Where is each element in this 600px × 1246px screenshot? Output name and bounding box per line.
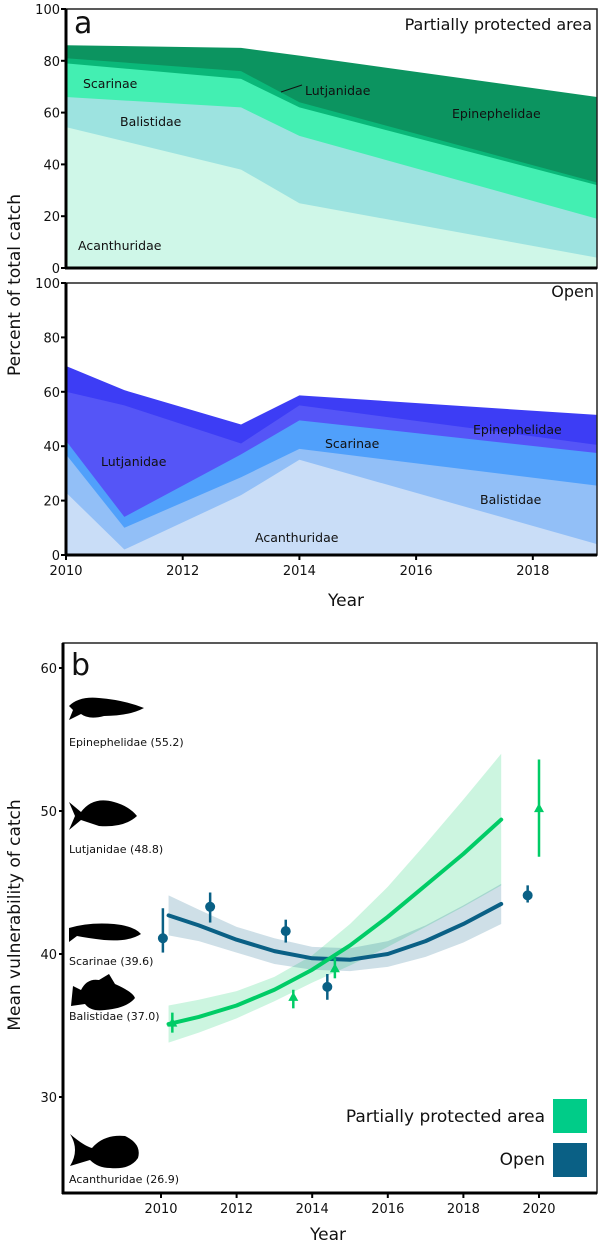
- panel-a-x-axis-label: Year: [327, 591, 364, 611]
- area-label-epinephelidae: Epinephelidae: [473, 422, 562, 437]
- data-point-open: [157, 933, 168, 944]
- x-tick-label: 2014: [296, 1202, 329, 1217]
- legend-swatch-open: [553, 1143, 587, 1177]
- fish-silhouette-icon-lutjanidae: [69, 800, 137, 830]
- fish-label-scarinae: Scarinae (39.6): [69, 955, 153, 968]
- fish-label-lutjanidae: Lutjanidae (48.8): [69, 843, 163, 856]
- x-tick-label: 2018: [516, 564, 549, 579]
- x-tick-label: 2020: [522, 1202, 555, 1217]
- fit-line-protected: [166, 817, 504, 1027]
- x-tick-label: 2012: [220, 1202, 253, 1217]
- y-tick-label: 60: [43, 386, 60, 401]
- area-label-acanthuridae: Acanthuridae: [255, 530, 339, 545]
- panel-b: b 30 40 50 60 2010 2012 2014 2016 2018 2020 Epineph…: [40, 642, 598, 1217]
- lutjanidae-leader-line: [280, 84, 303, 93]
- fish-silhouette-icon-scarinae: [69, 923, 141, 942]
- area-label-balistidae: Balistidae: [480, 492, 542, 507]
- y-tick-label: 0: [52, 262, 60, 277]
- panel-a-open: 0 20 40 60 80 100 2010 2012 2014 2016 2018 Lutjanid…: [35, 277, 598, 579]
- y-tick-label: 80: [43, 55, 60, 70]
- area-label-scarinae: Scarinae: [83, 76, 138, 91]
- y-tick-label: 50: [40, 805, 57, 820]
- area-acanthuridae: [66, 127, 597, 268]
- panel-a-y-axis-label: Percent of total catch: [5, 194, 25, 376]
- y-tick-label: 30: [40, 1091, 57, 1106]
- legend-label-open: Open: [500, 1150, 545, 1170]
- x-tick-label: 2010: [144, 1202, 177, 1217]
- x-tick-label: 2014: [283, 564, 316, 579]
- panel-b-y-axis-label: Mean vulnerability of catch: [5, 799, 25, 1030]
- area-label-acanthuridae: Acanthuridae: [78, 238, 162, 253]
- data-point-open: [205, 901, 216, 912]
- data-point-open: [280, 926, 291, 937]
- fish-silhouette-icon-acanthuridae: [70, 1134, 139, 1169]
- legend-swatch-protected: [553, 1099, 587, 1133]
- fish-label-balistidae: Balistidae (37.0): [69, 1010, 160, 1023]
- x-tick-label: 2016: [371, 1202, 404, 1217]
- x-tick-label: 2012: [166, 564, 199, 579]
- x-tick-label: 2018: [447, 1202, 480, 1217]
- fish-label-epinephelidae: Epinephelidae (55.2): [69, 736, 184, 749]
- y-tick-label: 60: [43, 107, 60, 122]
- y-tick-label: 40: [43, 158, 60, 173]
- data-point-protected: [329, 963, 340, 973]
- area-label-epinephelidae: Epinephelidae: [452, 106, 541, 121]
- data-point-protected: [167, 1017, 178, 1027]
- area-acanthuridae: [66, 459, 597, 555]
- panel-a-protected: 0 20 40 60 80 100 Scarinae Balistidae Lutjanidae…: [35, 3, 598, 277]
- ci-band-open: [168, 883, 502, 972]
- y-tick-label: 80: [43, 331, 60, 346]
- legend-label-protected: Partially protected area: [346, 1107, 545, 1127]
- data-point-open: [322, 981, 333, 992]
- y-tick-label: 100: [35, 3, 60, 18]
- condition-label: Open: [551, 282, 594, 301]
- y-tick-label: 100: [35, 277, 60, 292]
- data-point-protected: [534, 803, 544, 813]
- fish-silhouette-icon-balistidae: [71, 974, 135, 1011]
- data-point-open: [522, 890, 533, 901]
- y-tick-label: 20: [43, 210, 60, 225]
- y-tick-label: 40: [43, 440, 60, 455]
- area-label-lutjanidae: Lutjanidae: [305, 83, 371, 98]
- condition-label: Partially protected area: [405, 15, 592, 34]
- panel-b-x-axis-label: Year: [309, 1225, 346, 1245]
- y-tick-label: 20: [43, 495, 60, 510]
- data-point-protected: [288, 991, 299, 1001]
- area-label-scarinae: Scarinae: [325, 436, 380, 451]
- y-tick-label: 40: [40, 948, 57, 963]
- fish-label-acanthuridae: Acanthuridae (26.9): [69, 1173, 179, 1186]
- x-tick-label: 2010: [49, 564, 82, 579]
- y-tick-label: 60: [40, 662, 57, 677]
- x-tick-label: 2016: [400, 564, 433, 579]
- ci-band-protected: [168, 753, 502, 1043]
- panel-label: b: [71, 648, 90, 683]
- panel-label: a: [74, 6, 92, 41]
- fish-silhouette-icon-epinephelidae: [69, 697, 144, 720]
- area-label-lutjanidae: Lutjanidae: [101, 454, 167, 469]
- area-label-balistidae: Balistidae: [120, 114, 182, 129]
- y-tick-label: 0: [52, 549, 60, 564]
